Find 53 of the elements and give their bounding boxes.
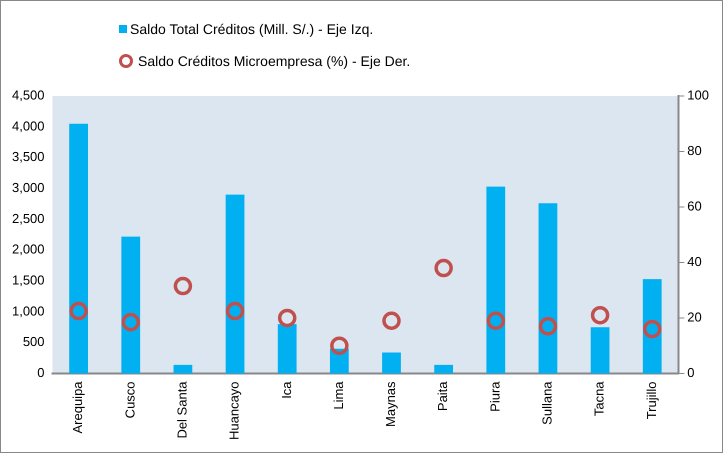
- y-tick-label: 4,500: [12, 88, 45, 103]
- y-tick-label: 2,000: [12, 242, 45, 257]
- point: [382, 311, 401, 330]
- point: [69, 302, 88, 320]
- y-tick-label: 1,500: [12, 272, 45, 288]
- bar: [434, 364, 454, 374]
- x-tick-label: Piura: [487, 380, 502, 412]
- bar: [278, 324, 297, 374]
- point: [174, 276, 192, 296]
- bar: [226, 194, 244, 374]
- y-tick-label: 3,000: [12, 180, 45, 196]
- y2-tick-label: 20: [687, 310, 702, 325]
- y-tick-label: 3,500: [12, 149, 45, 164]
- bar: [590, 327, 610, 374]
- point: [330, 336, 349, 355]
- point: [642, 320, 662, 338]
- bar: [121, 236, 140, 374]
- y2-tick-label: 60: [687, 198, 702, 214]
- y2-tick-label: 0: [687, 365, 695, 380]
- legend-label: Saldo Créditos Microempresa (%) - Eje Der.: [138, 53, 410, 69]
- bar: [486, 186, 506, 374]
- y-tick-label: 1,000: [12, 303, 45, 318]
- x-tick-label: Arequipa: [70, 380, 86, 434]
- x-tick-label: Del Santa: [174, 380, 190, 439]
- x-tick-label: Ica: [278, 380, 294, 399]
- y2-tick-label: 80: [687, 143, 702, 158]
- legend-label: Saldo Total Créditos (Mill. S/.) - Eje Izq.: [130, 21, 374, 37]
- point: [226, 302, 244, 320]
- y2-tick-label: 100: [687, 88, 710, 103]
- point: [590, 306, 610, 324]
- bar: [382, 352, 401, 374]
- x-tick-label: Lima: [330, 380, 346, 410]
- bar: [174, 364, 192, 374]
- y2-tick-label: 40: [687, 254, 702, 270]
- y-tick-label: 500: [22, 334, 45, 350]
- y-tick-label: 0: [37, 365, 45, 380]
- point: [434, 258, 453, 278]
- y-tick-label: 4,000: [12, 118, 45, 134]
- point: [538, 317, 558, 336]
- x-tick-label: Huancayo: [226, 381, 242, 440]
- x-tick-label: Maynas: [383, 380, 398, 427]
- y-tick-label: 2,500: [12, 210, 45, 226]
- x-tick-label: Cusco: [122, 381, 138, 418]
- point: [278, 308, 296, 328]
- bar: [538, 203, 558, 374]
- point: [122, 312, 140, 332]
- bar: [69, 124, 88, 374]
- bar: [642, 279, 662, 374]
- x-tick-label: Paita: [435, 380, 450, 412]
- point: [486, 311, 506, 330]
- x-tick-label: Sullana: [540, 380, 555, 425]
- x-tick-label: Tacna: [592, 380, 607, 416]
- x-tick-label: Trujillo: [644, 381, 659, 420]
